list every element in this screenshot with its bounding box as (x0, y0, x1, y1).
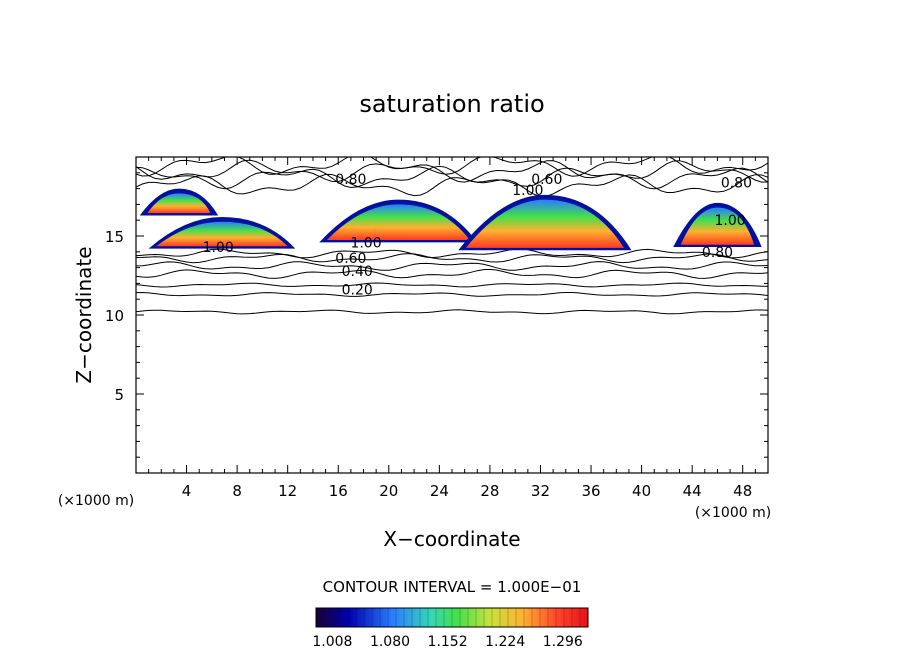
contour-line (136, 282, 768, 288)
y-tick-label: 5 (114, 386, 124, 404)
contour-label: 0.80 (702, 245, 733, 261)
colorbar-tick-labels: 1.008 1.080 1.152 1.224 1.296 (312, 634, 583, 650)
x-tick-label: 48 (733, 482, 752, 500)
contour-field (136, 157, 768, 315)
colorbar (315, 607, 589, 628)
contour-label: 0.80 (721, 175, 752, 191)
contour-label: 0.60 (335, 251, 366, 267)
x-tick-label: 28 (480, 482, 499, 500)
contour-line (136, 165, 768, 190)
contour-label: 1.00 (203, 240, 234, 256)
plot-frame (135, 156, 769, 474)
contour-line (136, 309, 768, 315)
x-tick-label: 44 (683, 482, 702, 500)
contour-label: 0.80 (335, 172, 366, 188)
contour-line (136, 157, 768, 177)
contour-label: 1.00 (350, 235, 381, 251)
x-tick-label: 32 (531, 482, 550, 500)
contour-lines (136, 157, 768, 315)
chart-title: saturation ratio (359, 90, 544, 118)
contour-label: 1.00 (714, 213, 745, 229)
contour-line (136, 261, 768, 271)
x-tick-label: 24 (430, 482, 449, 500)
contour-line (136, 173, 768, 197)
contour-label: 0.20 (342, 283, 373, 299)
x-axis-ticks: 4 8 12 16 20 24 28 32 36 40 44 48 (148, 157, 756, 500)
colorbar-tick-label: 1.224 (485, 634, 525, 650)
contour-line (136, 291, 768, 297)
filled-region-core (326, 204, 470, 240)
x-axis-label: X−coordinate (383, 527, 520, 551)
contour-label: 0.40 (342, 264, 373, 280)
contour-line (136, 248, 768, 259)
x-tick-label: 20 (379, 482, 398, 500)
x-tick-label: 40 (632, 482, 651, 500)
x-tick-label: 12 (278, 482, 297, 500)
x-tick-label: 16 (329, 482, 348, 500)
colorbar-tick-label: 1.080 (370, 634, 410, 650)
y-axis-unit-label: (×1000 m) (58, 493, 134, 509)
colorbar-tick-label: 1.008 (312, 634, 352, 650)
contour-label: 1.00 (512, 183, 543, 199)
filled-region-core (465, 199, 624, 248)
y-axis-ticks: 5 10 15 (105, 172, 768, 458)
filled-region-core (147, 193, 211, 214)
contour-labels: 0.80 0.601.00 0.801.00 1.000.600.400.201.00… (203, 172, 752, 299)
y-tick-label: 15 (105, 228, 124, 246)
filled-region-core (156, 221, 288, 247)
x-tick-label: 4 (182, 482, 192, 500)
contour-interval-text: CONTOUR INTERVAL = 1.000E−01 (323, 578, 582, 596)
colorbar-tick-label: 1.152 (428, 634, 468, 650)
filled-supersaturation-regions (139, 188, 762, 251)
x-tick-label: 8 (232, 482, 242, 500)
y-tick-label: 10 (105, 307, 124, 325)
colorbar-divisions (323, 608, 581, 627)
colorbar-tick-label: 1.296 (543, 634, 583, 650)
contour-line (136, 268, 768, 279)
contour-line (136, 159, 768, 183)
contour-line (136, 253, 768, 264)
x-tick-label: 36 (581, 482, 600, 500)
filled-region-core (680, 207, 755, 245)
x-axis-unit-label: (×1000 m) (695, 505, 771, 521)
y-axis-label: Z−coordinate (72, 246, 96, 383)
contour-label: 0.60 (531, 172, 562, 188)
